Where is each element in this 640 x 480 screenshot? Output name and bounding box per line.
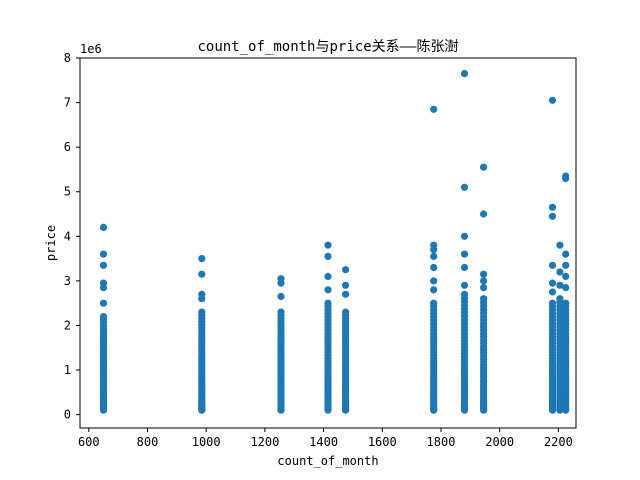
data-point <box>99 313 108 321</box>
data-point <box>562 172 570 180</box>
data-point <box>480 284 488 292</box>
data-point <box>342 281 350 289</box>
x-tick-label: 1400 <box>309 435 338 449</box>
y-tick-label: 0 <box>64 408 71 422</box>
data-point <box>324 299 332 307</box>
data-point <box>562 261 570 269</box>
y-axis: 0 1 2 3 4 5 6 7 8 <box>64 51 80 422</box>
data-point <box>430 286 438 294</box>
scatter-points <box>99 70 570 414</box>
data-point <box>430 263 438 272</box>
data-point <box>548 299 557 307</box>
data-point <box>342 290 350 298</box>
data-point <box>99 299 108 307</box>
x-axis: 600 800 1000 1200 1400 1600 1800 2000 2200 <box>78 428 573 449</box>
data-point <box>198 255 206 263</box>
data-point <box>548 96 557 104</box>
data-point <box>460 70 469 78</box>
data-point <box>430 277 438 285</box>
x-tick-label: 1200 <box>250 435 279 449</box>
y-tick-label: 5 <box>64 185 71 199</box>
data-point <box>548 288 557 296</box>
data-point <box>460 183 469 191</box>
data-point <box>480 163 488 171</box>
x-tick-label: 800 <box>137 435 159 449</box>
x-axis-label: count_of_month <box>277 454 378 468</box>
data-point <box>548 212 557 220</box>
data-point <box>99 250 108 258</box>
data-point <box>324 241 332 249</box>
data-point <box>342 308 350 316</box>
data-point <box>480 270 488 278</box>
x-tick-label: 2200 <box>544 435 573 449</box>
data-point <box>548 203 557 211</box>
y-tick-label: 6 <box>64 140 71 154</box>
data-point <box>460 281 469 289</box>
x-tick-label: 1600 <box>368 435 397 449</box>
data-point <box>430 241 438 249</box>
y-tick-label: 1 <box>64 363 71 377</box>
data-point <box>324 272 332 280</box>
data-point <box>548 279 557 287</box>
data-point <box>277 275 285 283</box>
data-point <box>556 268 564 276</box>
data-point <box>430 299 438 307</box>
data-point <box>556 241 564 249</box>
data-point <box>562 250 570 258</box>
x-tick-label: 2000 <box>485 435 514 449</box>
data-point <box>430 105 438 113</box>
data-point <box>562 272 570 280</box>
data-point <box>460 232 469 240</box>
y-tick-label: 3 <box>64 274 71 288</box>
data-point <box>556 281 564 289</box>
data-point <box>99 261 108 269</box>
y-tick-label: 7 <box>64 96 71 110</box>
data-point <box>198 270 206 278</box>
data-point <box>460 290 469 298</box>
data-point <box>460 250 469 258</box>
data-point <box>562 299 570 307</box>
y-tick-label: 4 <box>64 229 71 243</box>
data-point <box>460 263 469 272</box>
data-point <box>430 252 438 260</box>
data-point <box>556 295 564 303</box>
data-point <box>342 266 350 274</box>
data-point <box>99 279 108 287</box>
data-point <box>480 295 488 303</box>
x-tick-label: 1000 <box>192 435 221 449</box>
data-point <box>548 261 557 269</box>
plot-frame <box>79 57 577 429</box>
y-axis-label: price <box>44 225 58 261</box>
y-tick-label: 2 <box>64 318 71 332</box>
data-point <box>480 277 488 285</box>
y-offset-label: 1e6 <box>80 42 102 56</box>
chart-title: count_of_month与price关系——陈张澍 <box>197 38 458 55</box>
data-point <box>198 308 206 316</box>
data-point <box>562 284 570 292</box>
x-tick-label: 1800 <box>427 435 456 449</box>
data-point <box>277 292 285 301</box>
data-point <box>324 252 332 260</box>
data-point <box>324 286 332 294</box>
data-point <box>480 210 488 218</box>
data-point <box>277 308 285 316</box>
x-tick-label: 600 <box>78 435 100 449</box>
data-point <box>198 290 206 298</box>
data-point <box>99 223 108 231</box>
y-tick-label: 8 <box>64 51 71 65</box>
